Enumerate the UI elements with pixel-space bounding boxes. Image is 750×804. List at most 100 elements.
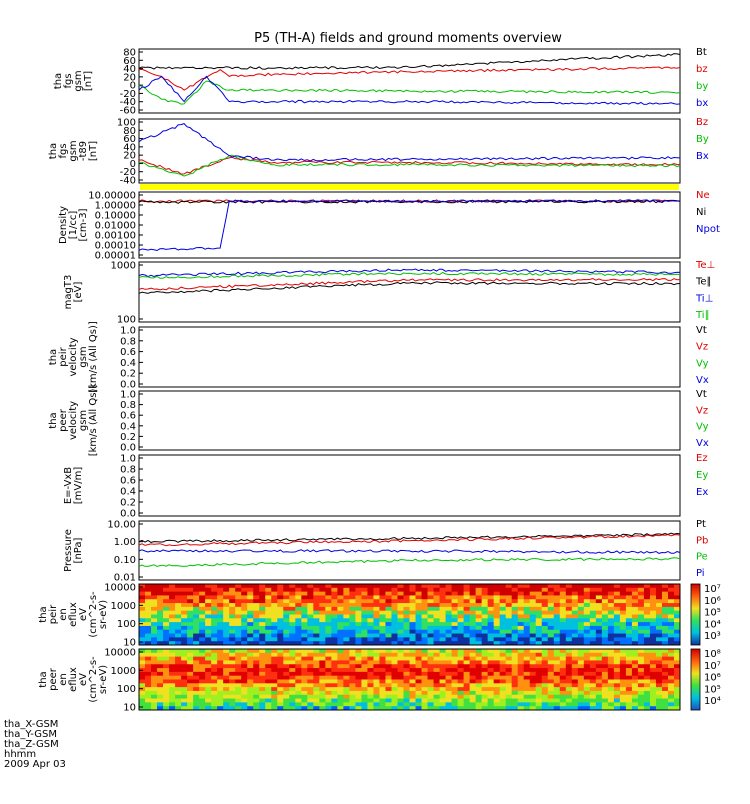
- heatmap-cell: [367, 664, 374, 669]
- heatmap-cell: [577, 614, 585, 619]
- heatmap-cell: [637, 633, 645, 638]
- heatmap-cell: [547, 675, 555, 680]
- y-tick-label: 10.00000: [88, 191, 136, 202]
- heatmap-cell: [607, 649, 615, 654]
- heatmap-cell: [661, 668, 669, 673]
- heatmap-cell: [547, 622, 555, 627]
- heatmap-cell: [445, 679, 452, 684]
- heatmap-cell: [205, 683, 212, 688]
- heatmap-cell: [271, 622, 278, 627]
- heatmap-cell: [295, 637, 302, 642]
- heatmap-cell: [163, 675, 170, 680]
- heatmap-cell: [253, 618, 260, 623]
- heatmap-cell: [667, 702, 675, 707]
- heatmap-cell: [469, 652, 477, 658]
- heatmap-cell: [445, 629, 452, 634]
- heatmap-cell: [553, 610, 561, 615]
- heatmap-cell: [595, 606, 603, 612]
- heatmap-cell: [649, 656, 657, 661]
- heatmap-cell: [625, 603, 633, 608]
- heatmap-cell: [169, 687, 176, 692]
- heatmap-cell: [247, 671, 254, 677]
- heatmap-cell: [139, 599, 146, 604]
- heatmap-cell: [667, 698, 675, 703]
- heatmap-cell: [283, 698, 290, 703]
- heatmap-cell: [373, 652, 380, 658]
- ylabel-line: peer: [48, 667, 59, 691]
- heatmap-cell: [619, 603, 627, 608]
- heatmap-cell: [649, 599, 657, 604]
- heatmap-cell: [613, 603, 621, 608]
- heatmap-cell: [157, 652, 164, 658]
- heatmap-cell: [457, 664, 464, 669]
- heatmap-cell: [601, 702, 609, 707]
- heatmap-cell: [397, 652, 404, 658]
- heatmap-cell: [139, 595, 146, 600]
- heatmap-cell: [427, 637, 434, 642]
- heatmap-cell: [541, 618, 549, 623]
- heatmap-cell: [409, 641, 416, 646]
- series-line: [138, 154, 681, 177]
- heatmap-cell: [283, 706, 290, 711]
- heatmap-cell: [181, 587, 188, 593]
- heatmap-cell: [217, 690, 224, 696]
- heatmap-cell: [271, 694, 278, 699]
- heatmap-cell: [157, 687, 164, 692]
- heatmap-cell: [463, 606, 471, 612]
- heatmap-cell: [637, 591, 645, 596]
- heatmap-cell: [481, 629, 489, 634]
- heatmap-cell: [619, 698, 627, 703]
- heatmap-cell: [409, 614, 416, 619]
- heatmap-cell: [385, 675, 392, 680]
- heatmap-cell: [235, 610, 242, 615]
- heatmap-cell: [331, 587, 338, 593]
- heatmap-cell: [433, 656, 440, 661]
- heatmap-cell: [277, 618, 284, 623]
- heatmap-cell: [313, 599, 320, 604]
- ylabel-line: Density: [58, 206, 69, 244]
- heatmap-cell: [673, 690, 681, 696]
- heatmap-cell: [325, 603, 332, 608]
- heatmap-cell: [427, 706, 434, 711]
- heatmap-cell: [523, 603, 531, 608]
- heatmap-cell: [445, 584, 452, 589]
- heatmap-cell: [397, 698, 404, 703]
- heatmap-cell: [457, 629, 464, 634]
- heatmap-cell: [463, 660, 471, 665]
- heatmap-cell: [481, 591, 489, 596]
- heatmap-cell: [349, 637, 356, 642]
- heatmap-cell: [265, 698, 272, 703]
- heatmap-cell: [559, 671, 567, 677]
- heatmap-cell: [241, 610, 248, 615]
- heatmap-cell: [289, 637, 296, 642]
- panel-frame: [138, 118, 681, 184]
- heatmap-cell: [517, 675, 525, 680]
- heatmap-cell: [475, 652, 483, 658]
- heatmap-cell: [295, 683, 302, 688]
- heatmap-cell: [343, 610, 350, 615]
- heatmap-cell: [559, 629, 567, 634]
- heatmap-cell: [511, 637, 519, 642]
- heatmap-cell: [433, 694, 440, 699]
- heatmap-cell: [325, 618, 332, 623]
- legend-item: Bt: [696, 47, 707, 58]
- heatmap-cell: [541, 683, 549, 688]
- heatmap-cell: [439, 698, 446, 703]
- heatmap-cell: [463, 690, 471, 696]
- heatmap-cell: [439, 683, 446, 688]
- heatmap-cell: [313, 603, 320, 608]
- heatmap-cell: [181, 584, 188, 589]
- heatmap-cell: [349, 603, 356, 608]
- heatmap-cell: [421, 660, 428, 665]
- heatmap-cell: [235, 675, 242, 680]
- heatmap-cell: [193, 606, 200, 612]
- heatmap-cell: [421, 633, 428, 638]
- heatmap-cell: [181, 664, 188, 669]
- heatmap-cell: [607, 652, 615, 658]
- heatmap-cell: [511, 584, 519, 589]
- heatmap-cell: [439, 629, 446, 634]
- heatmap-cell: [661, 595, 669, 600]
- heatmap-cell: [469, 614, 477, 619]
- heatmap-cell: [559, 698, 567, 703]
- heatmap-cell: [601, 595, 609, 600]
